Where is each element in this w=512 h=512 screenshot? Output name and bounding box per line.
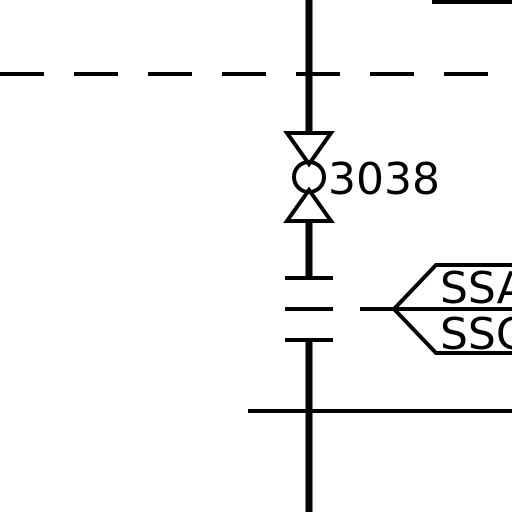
- flag-line-2-label: SSC: [440, 309, 512, 360]
- flange-break-icon: [285, 276, 333, 342]
- gate-valve-icon: [283, 131, 335, 223]
- valve-tag-label: 3038: [328, 154, 440, 205]
- hexagon-flag-icon: [391, 263, 512, 355]
- flag-line-1-label: SSA: [440, 263, 512, 314]
